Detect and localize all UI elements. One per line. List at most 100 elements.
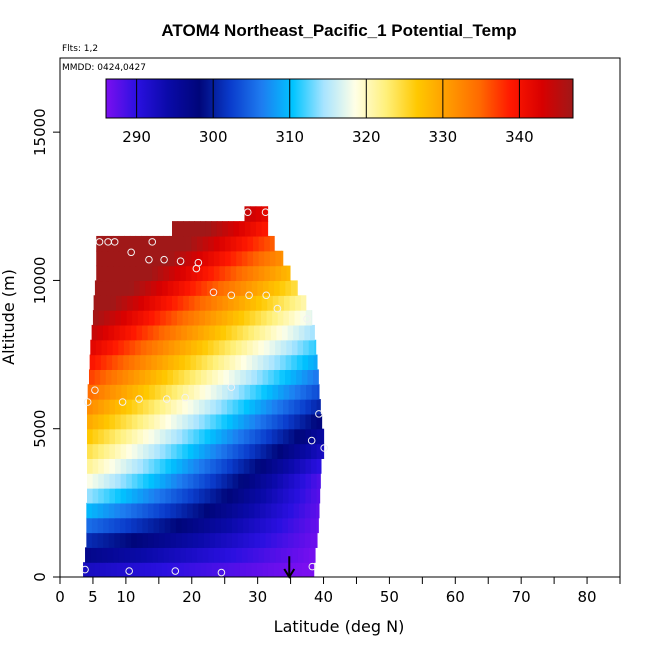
heatmap-cell	[190, 280, 197, 296]
heatmap-cell	[269, 547, 277, 563]
heatmap-cell	[199, 443, 206, 459]
heatmap-cell	[103, 399, 111, 415]
heatmap-cell	[248, 502, 255, 519]
heatmap-cell	[261, 384, 268, 400]
heatmap-cell	[316, 413, 323, 430]
heatmap-cell	[287, 324, 294, 341]
heatmap-cell	[179, 339, 187, 356]
heatmap-cell	[193, 488, 200, 504]
heatmap-cell	[108, 532, 115, 548]
x-axis-label: Latitude (deg N)	[274, 617, 405, 636]
heatmap-cell	[146, 339, 153, 356]
heatmap-cell	[176, 473, 183, 489]
heatmap-cell	[262, 562, 269, 577]
heatmap-cell	[115, 473, 122, 489]
heatmap-cell	[250, 221, 257, 237]
heatmap-cell	[143, 473, 150, 489]
heatmap-cell	[131, 473, 139, 489]
heatmap-cell	[287, 517, 295, 534]
heatmap-cell	[207, 339, 215, 356]
heatmap-cell	[169, 250, 176, 267]
heatmap-cell	[103, 502, 110, 519]
sample-point	[145, 255, 153, 264]
x-tick-label: 50	[380, 588, 399, 606]
heatmap-cell	[191, 235, 198, 252]
heatmap-cell	[268, 369, 275, 385]
heatmap-cell	[288, 428, 295, 445]
heatmap-cell	[241, 265, 249, 282]
heatmap-cell	[189, 369, 196, 385]
heatmap-cell	[305, 443, 312, 459]
heatmap-cell	[293, 502, 300, 519]
heatmap-cell	[293, 532, 300, 548]
heatmap-cell	[143, 310, 150, 326]
heatmap-cell	[187, 443, 195, 459]
heatmap-cell	[282, 502, 289, 519]
heatmap-cell	[260, 310, 268, 326]
heatmap-cell	[240, 354, 248, 370]
heatmap-cell	[133, 369, 140, 385]
heatmap-cell	[272, 384, 279, 400]
sample-point	[176, 257, 185, 265]
heatmap-cell	[148, 310, 156, 326]
heatmap-cell	[266, 428, 273, 445]
heatmap-cell	[132, 310, 139, 326]
heatmap-cell	[209, 517, 216, 534]
heatmap-cell	[232, 413, 239, 430]
heatmap-cell	[135, 265, 142, 282]
heatmap-cell	[245, 369, 252, 385]
heatmap-cell	[193, 413, 200, 430]
heatmap-cell	[132, 384, 139, 400]
heatmap-cell	[160, 384, 167, 400]
heatmap-cell	[168, 354, 175, 370]
heatmap-cell	[142, 517, 149, 534]
heatmap-cell	[310, 324, 315, 341]
sample-point	[243, 208, 252, 217]
heatmap-cell	[288, 443, 295, 459]
heatmap-cell	[235, 339, 243, 356]
sample-point	[209, 288, 218, 297]
heatmap-cell	[216, 221, 223, 237]
heatmap-cell	[176, 458, 183, 474]
heatmap-cell	[288, 310, 296, 326]
heatmap-cell	[175, 324, 182, 341]
heatmap-cell	[314, 339, 317, 356]
sample-point	[127, 248, 135, 257]
heatmap-cell	[180, 547, 187, 563]
heatmap-cell	[256, 221, 263, 237]
heatmap-cell	[101, 339, 108, 356]
heatmap-cell	[103, 488, 111, 504]
colorbar-tick-label: 310	[275, 128, 304, 146]
heatmap-cell	[283, 384, 290, 400]
heatmap-cell	[87, 384, 94, 400]
heatmap-cell	[164, 502, 171, 519]
heatmap-cell	[249, 488, 256, 504]
heatmap-cell	[294, 399, 301, 415]
heatmap-cell	[277, 458, 284, 474]
heatmap-cell	[229, 354, 236, 370]
heatmap-cell	[159, 428, 167, 445]
heatmap-cell	[116, 369, 124, 385]
heatmap-cell	[316, 458, 322, 474]
heatmap-cell	[254, 502, 261, 519]
heatmap-cell	[281, 265, 288, 282]
heatmap-cell	[171, 384, 178, 400]
heatmap-cell	[181, 324, 188, 341]
x-tick-label: 70	[512, 588, 531, 606]
heatmap-cell	[210, 473, 217, 489]
heatmap-cell	[147, 517, 155, 534]
heatmap-cell	[130, 324, 138, 341]
heatmap-cell	[117, 280, 124, 296]
heatmap-cell	[178, 369, 185, 385]
heatmap-cell	[92, 458, 99, 474]
heatmap-cell	[154, 458, 161, 474]
heatmap-cell	[202, 235, 209, 252]
heatmap-cell	[212, 369, 219, 385]
heatmap-cell	[98, 473, 105, 489]
heatmap-cell	[232, 428, 239, 445]
heatmap-cell	[269, 265, 277, 282]
heatmap-cell	[193, 399, 200, 415]
heatmap-cell	[299, 458, 307, 474]
heatmap-cell	[244, 295, 251, 311]
heatmap-cell	[209, 502, 216, 519]
